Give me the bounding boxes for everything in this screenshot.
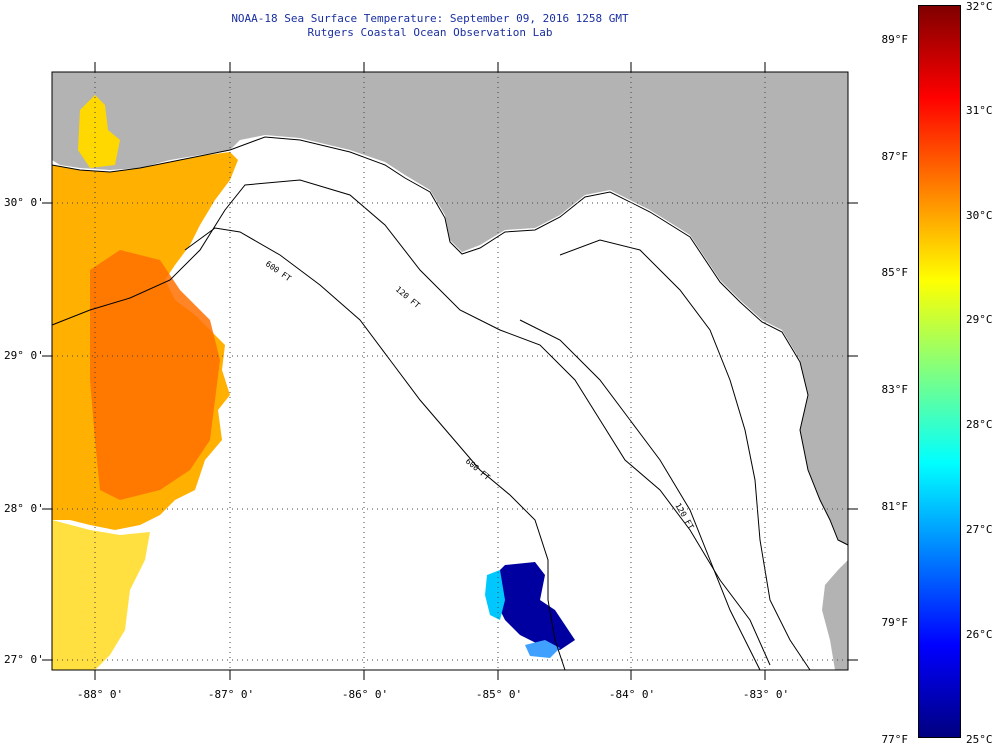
- lon-label: -87° 0': [207, 688, 255, 701]
- lat-label: 28° 0': [4, 502, 44, 515]
- colorbar-c-label: 32°C: [966, 0, 993, 13]
- colorbar-f-label: 79°F: [881, 616, 909, 629]
- sst-cool-spot: [525, 640, 560, 658]
- map-title: NOAA-18 Sea Surface Temperature: Septemb…: [231, 12, 629, 25]
- colorbar-f-label: 77°F: [881, 733, 909, 746]
- colorbar-f-label: 87°F: [881, 150, 909, 163]
- temperature-colorbar: [918, 5, 961, 738]
- colorbar-c-label: 25°C: [966, 733, 993, 746]
- lon-label: -83° 0': [742, 688, 790, 701]
- colorbar-f-label: 81°F: [881, 500, 909, 513]
- map-frame: [51, 71, 849, 671]
- colorbar-c-label: 27°C: [966, 523, 993, 536]
- sst-mild-field: [52, 520, 150, 670]
- lon-label: -84° 0': [608, 688, 656, 701]
- lon-label: -88° 0': [76, 688, 124, 701]
- lat-label: 30° 0': [4, 196, 44, 209]
- colorbar-c-label: 31°C: [966, 104, 993, 117]
- colorbar-f-label: 85°F: [881, 266, 909, 279]
- colorbar-c-label: 28°C: [966, 418, 993, 431]
- axis-ticks: [42, 62, 858, 680]
- sst-cool-edge: [485, 570, 505, 620]
- colorbar-c-label: 26°C: [966, 628, 993, 641]
- isobath-120ft-east: [559, 239, 811, 671]
- isobath-120ft: [51, 179, 771, 666]
- coastline: [51, 136, 849, 546]
- colorbar-f-label: 89°F: [881, 33, 909, 46]
- sst-yellow-coast: [78, 95, 120, 168]
- lon-label: -85° 0': [475, 688, 523, 701]
- lat-label: 27° 0': [4, 653, 44, 666]
- map-subtitle: Rutgers Coastal Ocean Observation Lab: [307, 26, 553, 39]
- colorbar-f-label: 83°F: [881, 383, 909, 396]
- lat-label: 29° 0': [4, 349, 44, 362]
- land-mass: [52, 72, 848, 545]
- lon-label: -86° 0': [341, 688, 389, 701]
- colorbar-c-label: 30°C: [966, 209, 993, 222]
- colorbar-c-label: 29°C: [966, 313, 993, 326]
- land-florida-south: [822, 560, 848, 670]
- isobath-600ft: [184, 227, 566, 671]
- isobath-600ft-east: [519, 319, 761, 671]
- sst-hot-core: [90, 250, 220, 500]
- sst-cold-patch: [490, 562, 575, 650]
